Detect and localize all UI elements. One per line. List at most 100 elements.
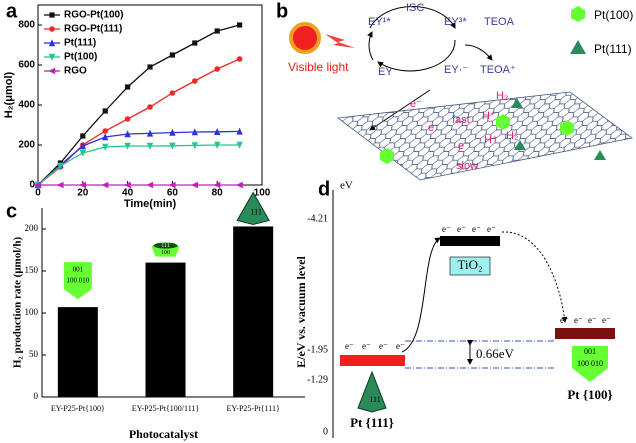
marker (214, 28, 220, 34)
bar (57, 307, 98, 397)
marker (57, 162, 64, 170)
text: EY³* (444, 16, 467, 28)
y-tick-label: 0 (29, 180, 35, 191)
marker (56, 181, 64, 189)
x-tick-label: 20 (77, 188, 89, 199)
marker (235, 181, 243, 189)
text: EY·⁻ (444, 64, 468, 76)
marker (124, 142, 131, 150)
icon-label: 001 (73, 266, 84, 274)
series-line (37, 144, 240, 186)
x-axis-label: Photocatalyst (129, 427, 198, 441)
marker (48, 67, 56, 75)
marker (169, 142, 176, 150)
x-tick-label: 40 (122, 188, 134, 199)
panel-label: b (276, 0, 288, 22)
marker (214, 128, 221, 135)
marker (102, 133, 109, 141)
panel-label: a (6, 0, 18, 22)
gap-label: 0.66eV (476, 346, 515, 361)
level: -1.29 (307, 374, 328, 385)
legend-text: RGO (64, 66, 87, 77)
series-line (37, 24, 240, 186)
marker (191, 142, 198, 150)
pt-label: Pt {111} (350, 415, 394, 430)
pt100 (560, 120, 574, 136)
x-tick-label: EY-P25-Pt{111} (227, 404, 280, 413)
text: TEOA⁺ (480, 64, 516, 76)
marker (49, 12, 55, 18)
x-tick-label: EY-P25-Pt{100} (51, 404, 105, 413)
legend-text: Pt(111) (594, 42, 632, 56)
marker (125, 84, 131, 90)
marker (191, 128, 198, 136)
marker (49, 26, 55, 32)
pt100 (496, 114, 510, 130)
series-line (37, 58, 240, 186)
panel-label: c (6, 200, 17, 222)
marker (192, 78, 198, 84)
marker (146, 181, 154, 189)
icon-top (153, 242, 178, 249)
marker (169, 128, 176, 136)
axis-label: E/eV vs. vacuum level (294, 255, 308, 367)
marker (48, 53, 56, 61)
pt111-icon (357, 370, 387, 413)
tio2-box (449, 256, 491, 276)
marker (213, 181, 221, 189)
bar (145, 262, 186, 397)
legend-text: RGO-Pt(100) (64, 10, 123, 21)
x-tick-label: 0 (35, 188, 41, 199)
y-tick-label: 0 (34, 391, 39, 401)
legend-text: Pt(100) (594, 8, 633, 22)
y-tick-label: 200 (25, 223, 39, 233)
electron: e⁻ (442, 224, 451, 234)
marker (236, 56, 243, 62)
electron: e⁻ (345, 341, 354, 351)
text: e⁻ (458, 140, 470, 152)
text: fast (452, 114, 470, 126)
marker (102, 143, 109, 151)
icon-label: 001 (584, 347, 596, 356)
marker (169, 90, 176, 96)
electron: e⁻ (457, 224, 466, 234)
arrow (377, 39, 456, 72)
text: TEOA (484, 16, 515, 28)
y-tick-label: 400 (18, 100, 35, 111)
text: ISC (406, 2, 424, 14)
electron: e⁻ (602, 315, 611, 325)
icon-label: 111 (161, 243, 170, 249)
electrons: e⁻ e⁻ e⁻ e⁻ e⁻ e⁻ e⁻ e⁻ e⁻ e⁻ e⁻ e⁻ (345, 224, 611, 351)
series-line (37, 130, 240, 186)
panel-label: d (318, 178, 330, 200)
level: 0 (323, 426, 328, 437)
electron: e⁻ (396, 341, 405, 351)
marker (169, 52, 175, 58)
x-tick-label: 100 (254, 188, 271, 199)
marker (147, 104, 153, 110)
x-axis-label: Time(min) (124, 198, 177, 210)
text: e⁻ (428, 122, 440, 134)
electron: e⁻ (379, 341, 388, 351)
y-tick-label: 150 (25, 265, 39, 275)
tio2-label: TiO₂ (457, 257, 482, 272)
y-tick-label: 50 (29, 349, 39, 359)
marker (147, 64, 153, 70)
x-tick-label: EY-P25-Pt{100/111} (132, 404, 200, 413)
marker (101, 181, 109, 189)
marker (146, 142, 154, 150)
arrow (464, 44, 493, 61)
pt111 (514, 140, 526, 150)
tio2-band (440, 236, 500, 246)
pt100-band (555, 328, 615, 339)
level: -4.21 (307, 213, 328, 224)
text: EY¹* (368, 16, 391, 28)
marker (80, 133, 86, 139)
marker (236, 141, 243, 149)
icon-label: 100 010 (577, 359, 603, 368)
marker (236, 127, 243, 135)
marker (191, 181, 198, 189)
icon (236, 191, 270, 225)
text: H⁺ (484, 134, 498, 146)
